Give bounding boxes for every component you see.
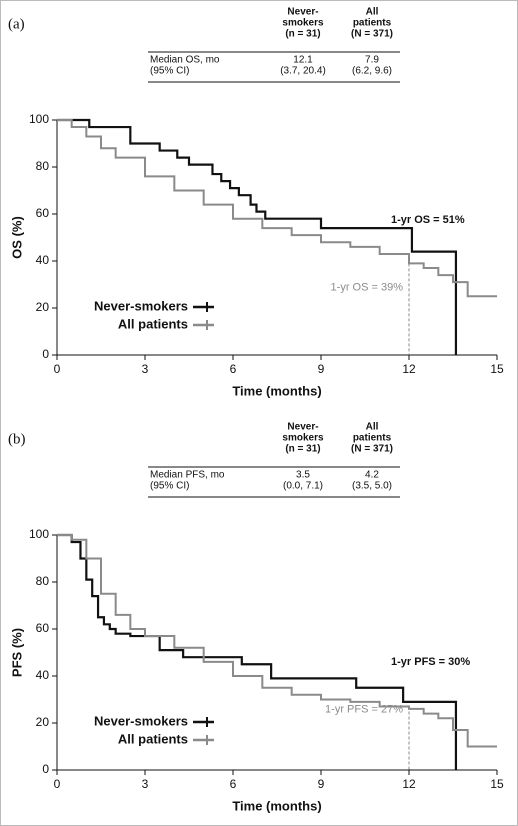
table-header: (N = 371) (351, 29, 393, 40)
x-tick-label: 9 (318, 362, 325, 376)
x-tick-label: 9 (318, 777, 325, 791)
x-tick-label: 15 (490, 362, 504, 376)
survival-curve (57, 533, 458, 770)
table-header: (N = 371) (351, 444, 393, 455)
table-row-label: (95% CI) (150, 66, 189, 77)
table-cell: (6.2, 9.6) (352, 66, 392, 77)
table-header: Never- (287, 422, 318, 433)
annotation: 1-yr OS = 51% (391, 214, 465, 226)
table-cell: 7.9 (365, 55, 379, 66)
legend-label: All patients (118, 731, 188, 746)
table-cell: 3.5 (296, 470, 310, 481)
y-tick-label: 20 (36, 300, 50, 314)
table-header: All (366, 422, 379, 433)
table-cell: (3.7, 20.4) (280, 66, 326, 77)
y-tick-label: 60 (36, 206, 50, 220)
table-row-label: Median PFS, mo (150, 470, 225, 481)
y-tick-label: 100 (29, 527, 49, 541)
legend-label: All patients (118, 316, 188, 331)
x-tick-label: 3 (142, 362, 149, 376)
y-tick-label: 0 (42, 347, 49, 361)
table-header: (n = 31) (285, 444, 320, 455)
annotation: 1-yr PFS = 27% (325, 703, 403, 715)
table-cell: 12.1 (293, 55, 313, 66)
y-tick-label: 20 (36, 715, 50, 729)
y-tick-label: 0 (42, 762, 49, 776)
annotation: 1-yr OS = 39% (331, 281, 404, 293)
x-tick-label: 0 (54, 777, 61, 791)
table-header: smokers (282, 433, 324, 444)
table-row-label: Median OS, mo (150, 55, 220, 66)
panel-label: (a) (8, 16, 25, 32)
legend-label: Never-smokers (94, 298, 188, 313)
y-tick-label: 60 (36, 621, 50, 635)
table-header: (n = 31) (285, 29, 320, 40)
x-tick-label: 12 (402, 362, 416, 376)
table-row-label: (95% CI) (150, 481, 189, 492)
table-header: patients (353, 18, 392, 29)
x-tick-label: 6 (230, 777, 237, 791)
table-cell: (0.0, 7.1) (283, 481, 323, 492)
table-header: All (366, 7, 379, 18)
y-tick-label: 40 (36, 668, 50, 682)
y-axis-label: PFS (%) (9, 628, 24, 677)
legend-label: Never-smokers (94, 713, 188, 728)
survival-curve (57, 118, 458, 355)
y-axis-label: OS (%) (9, 216, 24, 259)
x-tick-label: 6 (230, 362, 237, 376)
table-header: smokers (282, 18, 324, 29)
table-cell: (3.5, 5.0) (352, 481, 392, 492)
x-tick-label: 15 (490, 777, 504, 791)
panel-label: (b) (8, 431, 26, 447)
x-axis-label: Time (months) (232, 383, 321, 398)
annotation: 1-yr PFS = 30% (391, 656, 470, 668)
survival-curve (57, 534, 497, 748)
x-tick-label: 0 (54, 362, 61, 376)
table-header: patients (353, 433, 392, 444)
x-tick-label: 12 (402, 777, 416, 791)
y-tick-label: 80 (36, 159, 50, 173)
x-tick-label: 3 (142, 777, 149, 791)
y-tick-label: 80 (36, 574, 50, 588)
x-axis-label: Time (months) (232, 798, 321, 813)
y-tick-label: 40 (36, 253, 50, 267)
survival-curve (57, 119, 497, 298)
y-tick-label: 100 (29, 112, 49, 126)
table-cell: 4.2 (365, 470, 379, 481)
table-header: Never- (287, 7, 318, 18)
